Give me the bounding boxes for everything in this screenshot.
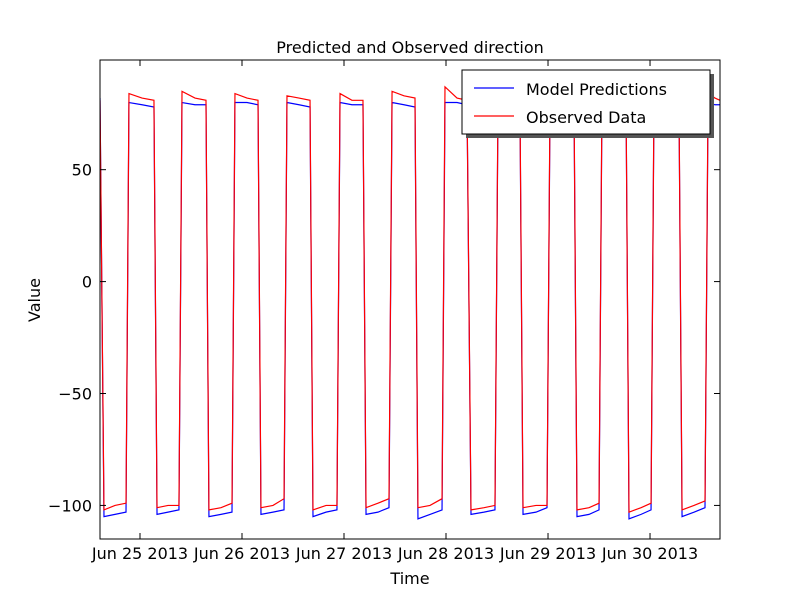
y-tick-label: 0 [82,273,92,292]
x-tick-label: Jun 28 2013 [397,544,494,563]
x-tick-label: Jun 30 2013 [601,544,698,563]
y-tick-label: 50 [72,161,92,180]
x-tick-label: Jun 29 2013 [499,544,596,563]
x-axis-label: Time [389,569,429,588]
x-tick-label: Jun 27 2013 [295,544,392,563]
legend-box [461,69,711,135]
y-axis-label: Value [25,278,44,322]
plot-frame [99,59,721,540]
y-tick-label: −100 [48,496,92,515]
x-tick-label: Jun 25 2013 [91,544,188,563]
x-tick-label: Jun 26 2013 [193,544,290,563]
chart-title: Predicted and Observed direction [276,38,544,57]
y-tick-label: −50 [58,385,92,404]
legend-label: Model Predictions [526,80,667,99]
legend-label: Observed Data [526,108,646,127]
